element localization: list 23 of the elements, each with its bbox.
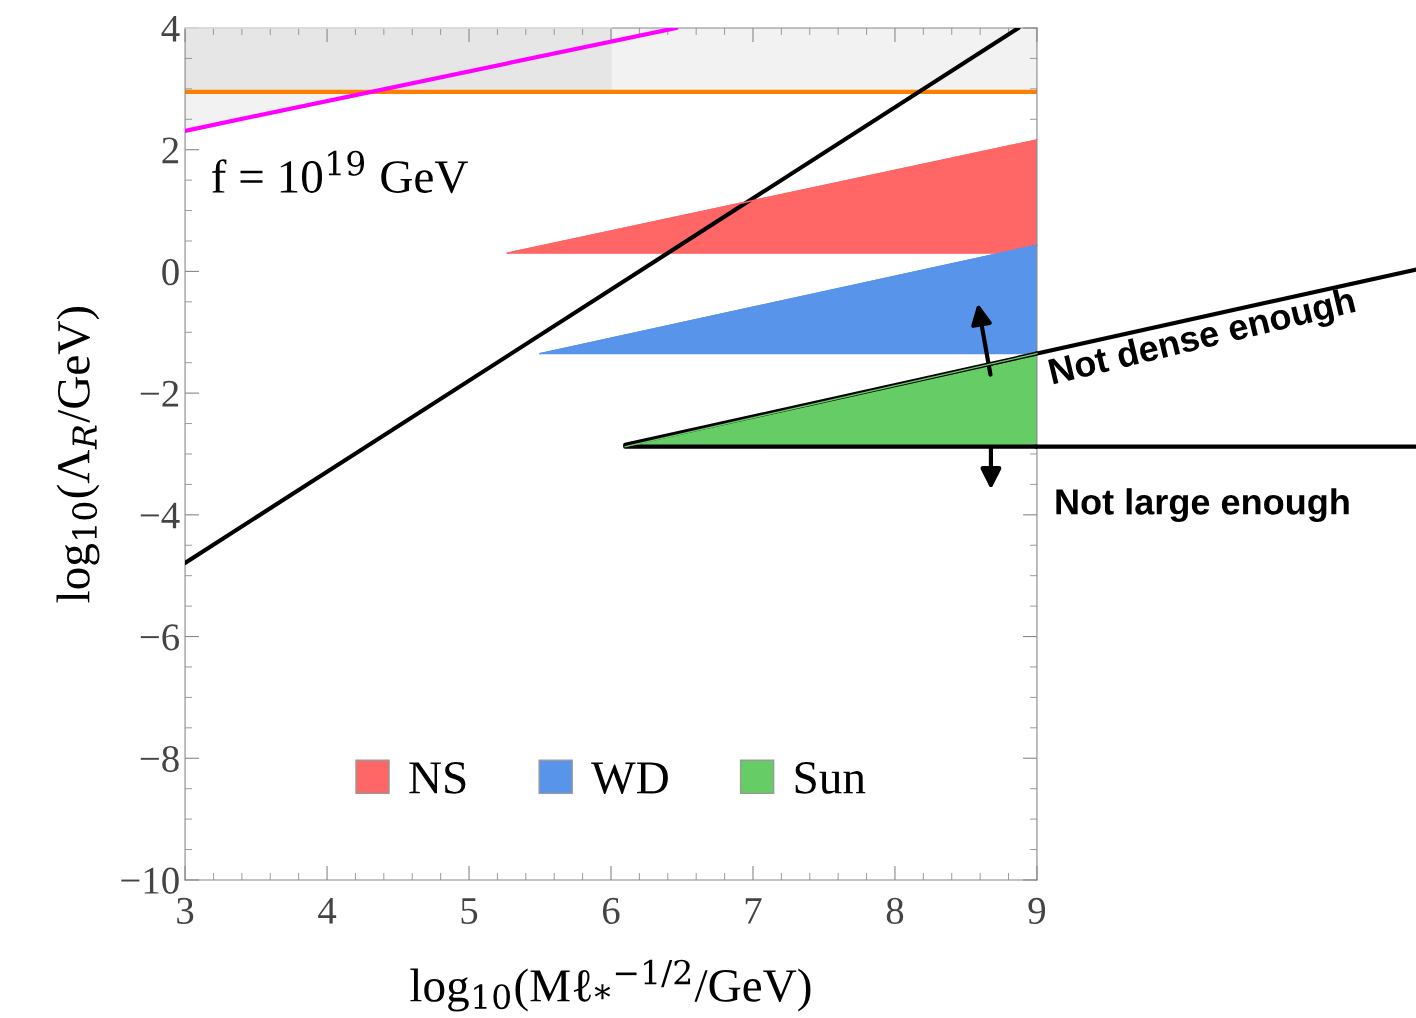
annotation: f = 10$^{19}$ GeV [212,150,468,194]
y-tick-label: −10 [121,867,179,894]
x-tick-label: 4 [318,898,337,924]
y-tick-label: −8 [140,745,179,773]
y-tick-label: −6 [140,624,180,651]
x-axis-title: log$_{10}$(Mℓ$_{*}$$^{−1/2}$/GeV) [410,959,811,1012]
x-tick-label: 8 [886,897,904,924]
x-tick-label: 5 [461,898,478,924]
y-axis-title: log$_{10}$(Λ$_{R}$/GeV) [56,306,100,603]
x-tick-label: 6 [602,897,620,924]
x-tick-label: 9 [1028,897,1046,924]
x-tick-label: 7 [745,898,762,924]
y-tick-label: −4 [140,502,180,529]
text: Not dense enough [1047,286,1358,392]
text: Not large enough [1056,488,1349,523]
y-tick-label: −2 [140,380,179,407]
y-tick-label: 4 [161,15,180,42]
y-tick-label: 0 [162,259,179,286]
x-tick-label: 3 [177,897,194,924]
y-tick-label: 2 [162,137,179,164]
legend-label: NS [409,762,466,794]
legend-label: Sun [795,762,866,794]
legend-label: WD [591,762,668,795]
